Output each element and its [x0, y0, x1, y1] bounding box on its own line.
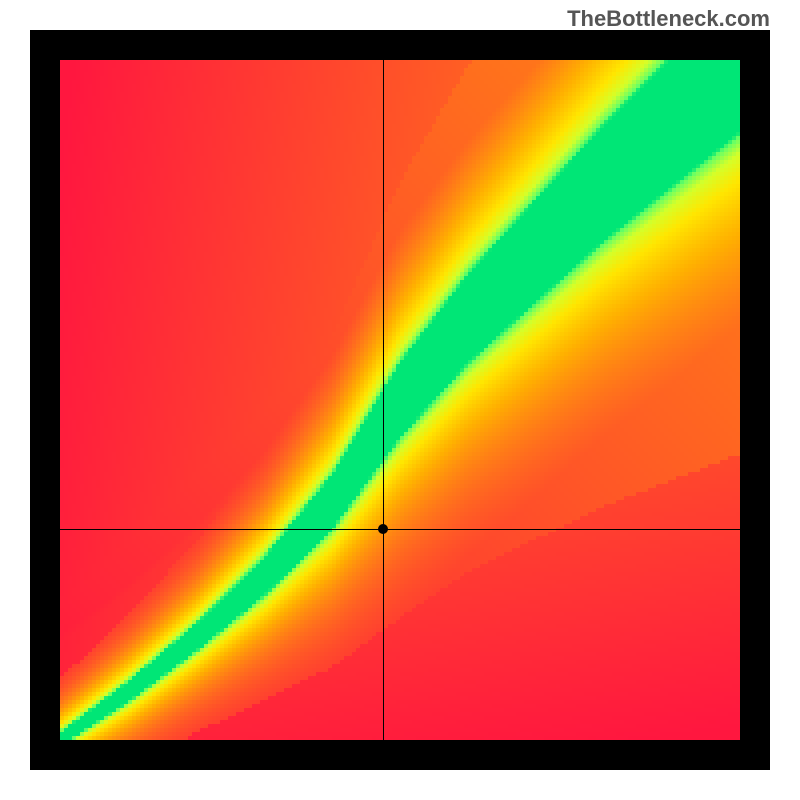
crosshair-marker — [378, 524, 388, 534]
crosshair-horizontal — [60, 529, 740, 530]
bottleneck-heatmap — [60, 60, 740, 740]
crosshair-vertical — [383, 60, 384, 740]
chart-container: TheBottleneck.com — [0, 0, 800, 800]
watermark-text: TheBottleneck.com — [567, 6, 770, 32]
